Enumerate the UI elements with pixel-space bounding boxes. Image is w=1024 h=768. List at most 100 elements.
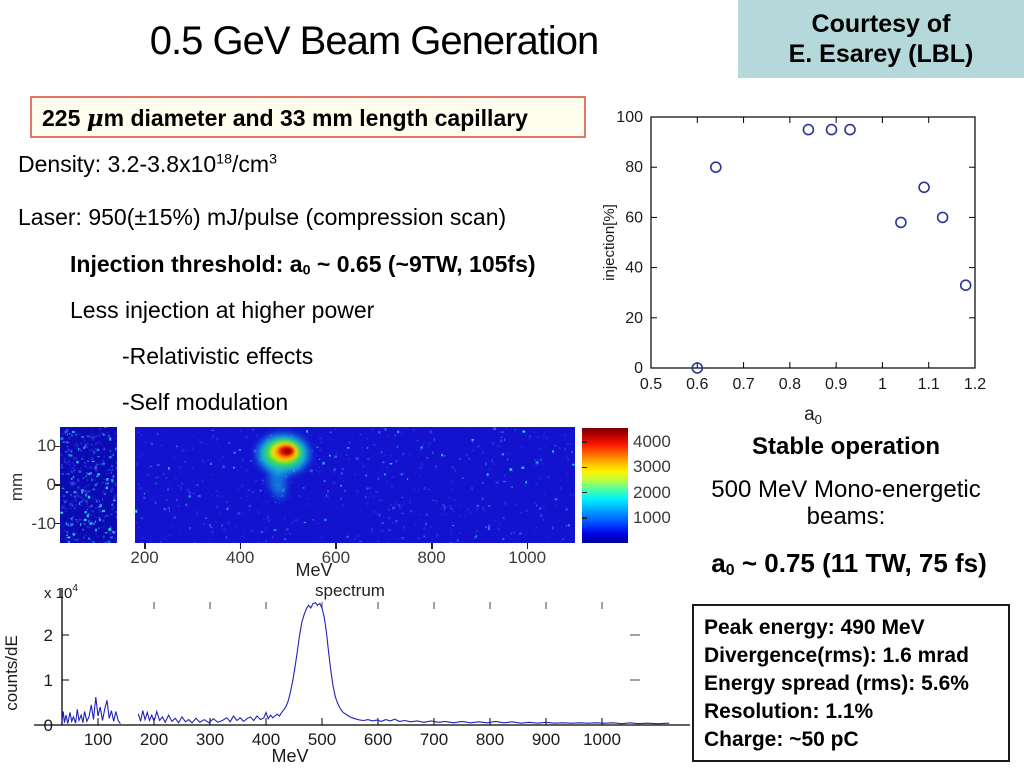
noise-speck: [359, 540, 363, 542]
noise-speck: [168, 467, 170, 470]
spectrum-ylabel: counts/dE: [2, 635, 21, 711]
noise-speck: [448, 496, 451, 500]
x-tick-label: 700: [420, 730, 448, 749]
scatter-point: [802, 123, 815, 136]
mono-energetic-lines: 500 MeV Mono-energetic beams:: [688, 476, 1004, 530]
noise-speck: [87, 506, 91, 509]
beam-y-tick: [55, 484, 61, 486]
noise-speck: [85, 498, 87, 500]
noise-speck: [168, 509, 170, 512]
noise-speck: [252, 428, 255, 431]
noise-speck: [468, 457, 471, 460]
noise-speck: [74, 457, 77, 459]
noise-speck: [494, 454, 496, 458]
noise-speck: [60, 453, 63, 456]
noise-speck: [515, 504, 517, 507]
noise-speck: [71, 471, 73, 473]
noise-speck: [100, 526, 104, 529]
noise-speck: [366, 475, 368, 478]
noise-speck: [241, 512, 244, 516]
noise-speck: [535, 504, 538, 507]
noise-speck: [104, 427, 107, 428]
noise-speck: [418, 489, 420, 492]
noise-speck: [360, 509, 362, 512]
noise-speck: [60, 524, 62, 526]
colorbar-tick-label: 3000: [633, 457, 671, 477]
noise-speck: [538, 477, 541, 480]
noise-speck: [78, 518, 82, 521]
noise-speck: [429, 430, 433, 434]
noise-speck: [66, 523, 70, 526]
noise-speck: [395, 460, 398, 463]
noise-speck: [248, 461, 251, 463]
noise-speck: [163, 507, 166, 511]
noise-speck: [388, 508, 390, 511]
noise-speck: [90, 490, 92, 492]
noise-speck: [215, 505, 219, 509]
beam-y-tick-label: -10: [31, 513, 56, 533]
noise-speck: [428, 443, 432, 445]
noise-speck: [141, 537, 145, 540]
noise-speck: [111, 465, 114, 468]
noise-speck: [556, 497, 559, 500]
noise-speck: [312, 528, 314, 531]
noise-speck: [241, 484, 244, 487]
noise-speck: [85, 475, 87, 478]
noise-speck: [401, 496, 404, 499]
noise-speck: [568, 443, 571, 445]
noise-speck: [87, 473, 90, 475]
noise-speck: [177, 505, 180, 508]
noise-speck: [342, 480, 345, 482]
noise-speck: [329, 437, 331, 440]
noise-speck: [273, 525, 276, 527]
noise-speck: [81, 455, 85, 457]
noise-speck: [99, 504, 102, 508]
noise-speck: [70, 517, 73, 520]
x-tick-label: 1.1: [918, 376, 940, 393]
noise-speck: [191, 447, 194, 451]
noise-speck: [383, 473, 386, 476]
noise-speck: [392, 521, 395, 525]
noise-speck: [475, 529, 478, 533]
noise-speck: [114, 432, 116, 435]
noise-speck: [215, 441, 217, 444]
noise-speck: [394, 434, 397, 437]
noise-speck: [97, 473, 100, 476]
noise-speck: [449, 505, 452, 508]
noise-speck: [520, 511, 522, 513]
noise-speck: [493, 427, 497, 431]
noise-speck: [451, 466, 455, 469]
x-tick-label: 600: [364, 730, 392, 749]
mu-symbol: μ: [86, 105, 104, 132]
noise-speck: [92, 438, 95, 441]
noise-speck: [232, 466, 235, 469]
noise-speck: [310, 434, 313, 437]
noise-speck: [115, 466, 117, 470]
noise-speck: [84, 533, 87, 537]
density-line: Density: 3.2-3.8x1018/cm3: [18, 151, 277, 178]
noise-speck: [542, 435, 544, 437]
noise-speck: [389, 454, 393, 457]
result-resolution: Resolution: 1.1%: [704, 700, 874, 723]
noise-speck: [471, 489, 474, 492]
noise-speck: [440, 513, 443, 516]
noise-speck: [106, 478, 109, 481]
noise-speck: [554, 444, 557, 447]
noise-speck: [450, 531, 453, 535]
noise-speck: [501, 453, 505, 456]
noise-speck: [107, 469, 110, 471]
noise-speck: [319, 458, 321, 460]
noise-speck: [99, 463, 103, 466]
noise-speck: [291, 498, 293, 500]
noise-speck: [94, 483, 97, 487]
noise-speck: [481, 497, 484, 500]
inj-p1: Injection threshold: a: [70, 251, 303, 277]
noise-speck: [535, 461, 539, 464]
result-energy-spread: Energy spread (rms): 5.6%: [704, 672, 969, 695]
left-panel-bg: [60, 427, 117, 543]
noise-speck: [543, 430, 546, 434]
x-tick-label: 0.7: [732, 376, 754, 393]
noise-speck: [355, 490, 359, 493]
noise-speck: [311, 519, 315, 521]
noise-speck: [272, 495, 275, 497]
